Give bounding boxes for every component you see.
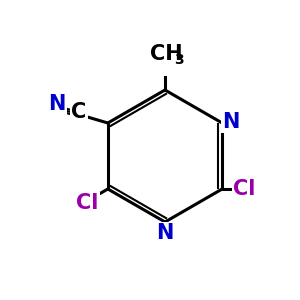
Text: N: N <box>156 224 174 243</box>
Text: C: C <box>71 102 87 122</box>
Text: 3: 3 <box>175 52 184 67</box>
Text: N: N <box>222 112 239 131</box>
Text: Cl: Cl <box>233 179 256 199</box>
Text: Cl: Cl <box>76 193 99 213</box>
Text: CH: CH <box>150 44 183 64</box>
Text: N: N <box>48 94 65 115</box>
